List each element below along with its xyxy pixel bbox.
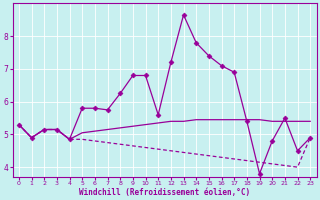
X-axis label: Windchill (Refroidissement éolien,°C): Windchill (Refroidissement éolien,°C)	[79, 188, 250, 197]
